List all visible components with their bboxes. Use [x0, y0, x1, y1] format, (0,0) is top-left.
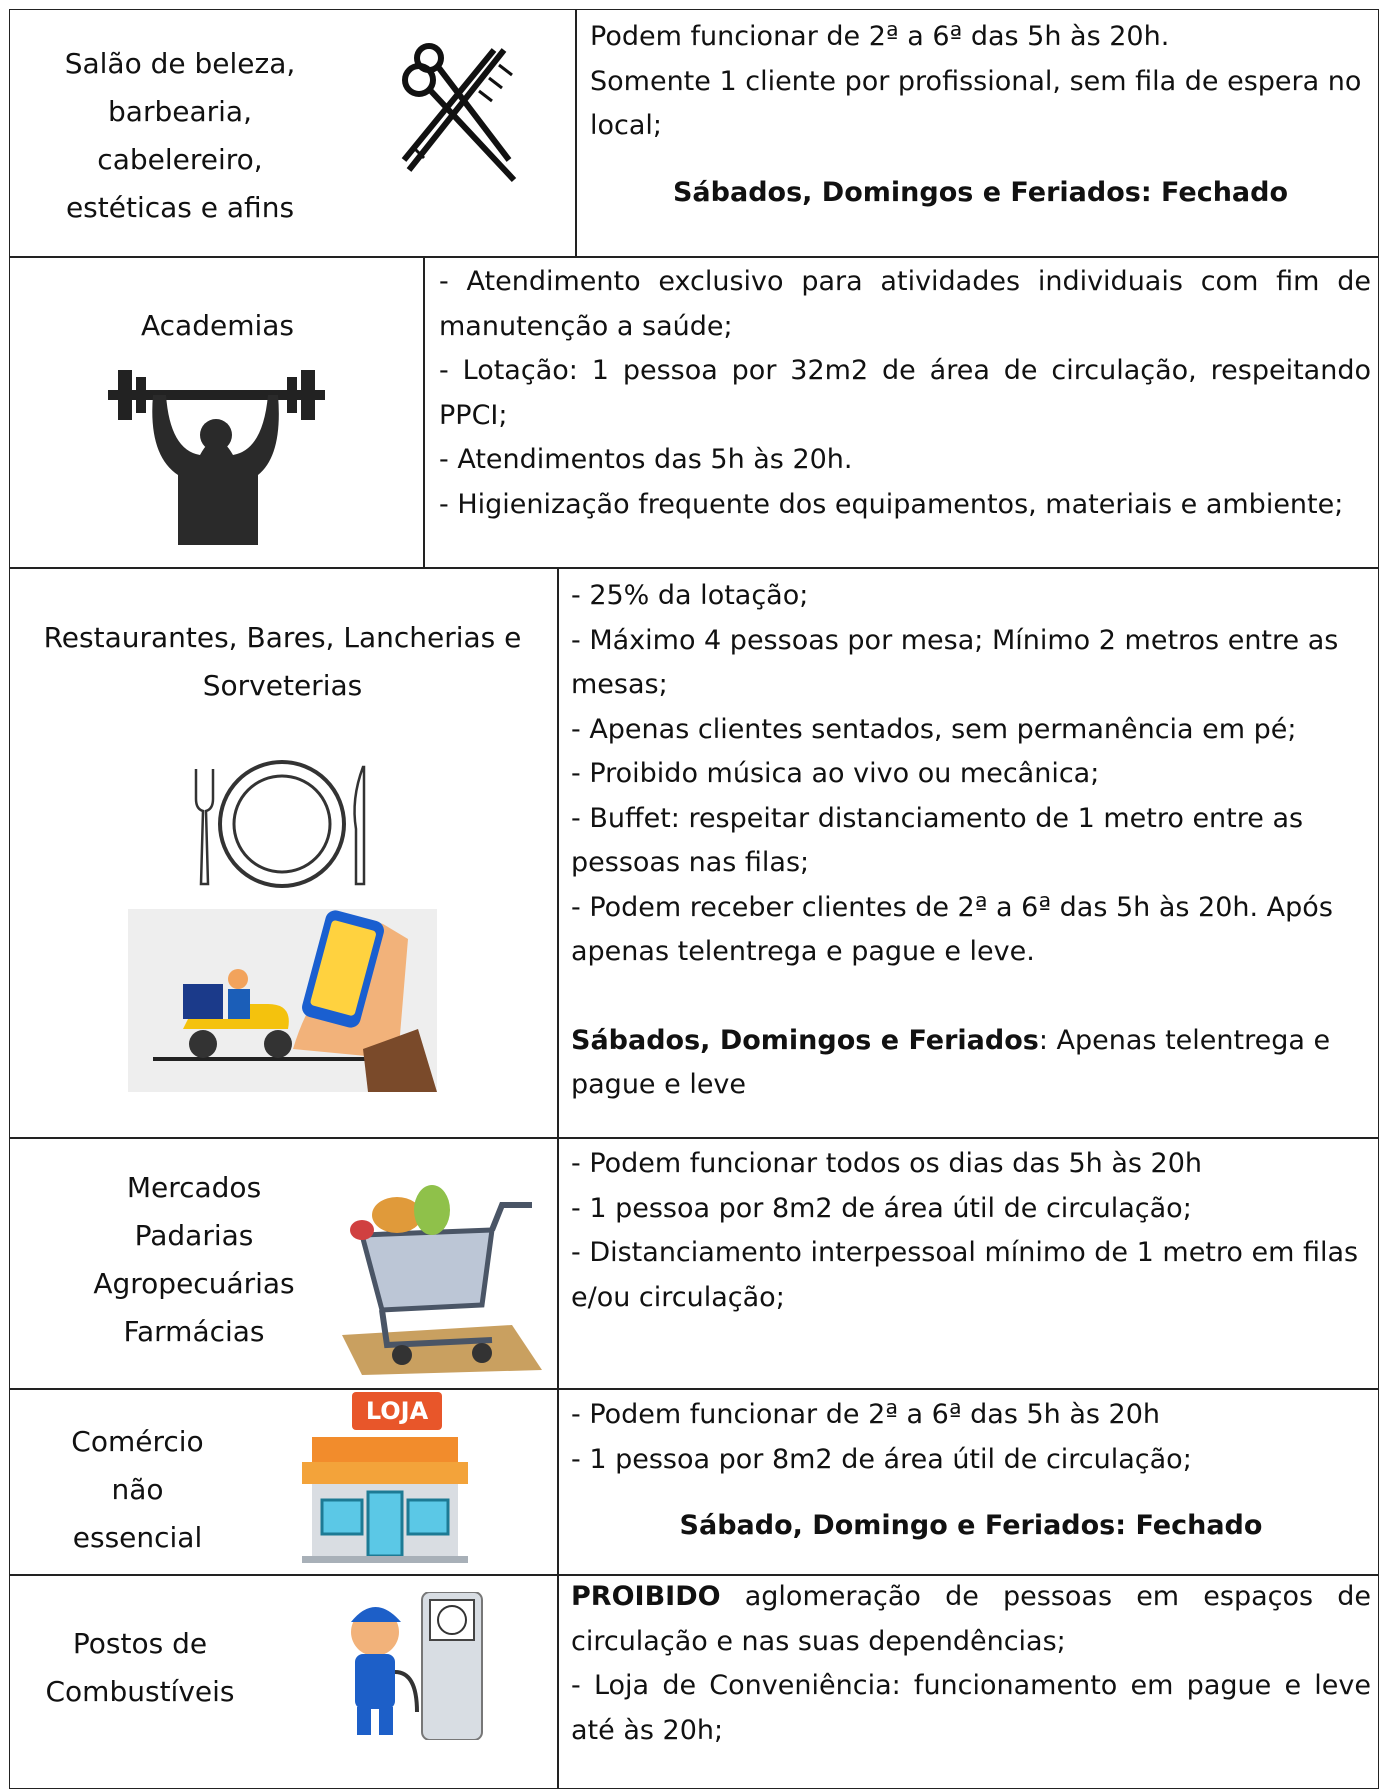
text: - Máximo 4 pessoas por mesa; Mínimo 2 me…	[571, 624, 1339, 701]
label-cell	[9, 568, 558, 1138]
paragraph: - Buffet: respeitar distanciamento de 1 …	[571, 797, 1371, 886]
paragraph: - Apenas clientes sentados, sem permanên…	[571, 708, 1371, 753]
plate-icon	[194, 760, 366, 888]
paragraph: - 1 pessoa por 8m2 de área útil de circu…	[571, 1438, 1371, 1483]
label-line: Mercados	[126, 1171, 262, 1204]
text: - Loja de Conveniência: funcionamento em…	[571, 1670, 1371, 1746]
label-line: estéticas e afins	[65, 191, 295, 224]
label-line: Comércio	[71, 1425, 204, 1458]
paragraph: - Atendimento exclusivo para atividades …	[439, 260, 1371, 349]
text: - Atendimento exclusivo para atividades …	[439, 266, 1371, 342]
label-line: essencial	[72, 1521, 203, 1554]
row-content: - Podem funcionar de 2ª a 6ª das 5h às 2…	[571, 1393, 1371, 1549]
paragraph: Podem funcionar de 2ª a 6ª das 5h às 20h…	[590, 15, 1371, 60]
row-label: Postos de Combustíveis	[30, 1620, 250, 1716]
paragraph: Sábado, Domingo e Feriados: Fechado	[679, 1510, 1263, 1541]
row-content: - Podem funcionar todos os dias das 5h à…	[571, 1142, 1371, 1320]
paragraph: - Lotação: 1 pessoa por 32m2 de área de …	[439, 349, 1371, 438]
paragraph: PROIBIDO aglomeração de pessoas em espaç…	[571, 1575, 1371, 1664]
paragraph: - Atendimentos das 5h às 20h.	[439, 438, 1371, 483]
text: - Distanciamento interpessoal mínimo de …	[571, 1237, 1359, 1313]
row-content: - Atendimento exclusivo para atividades …	[439, 260, 1371, 527]
label-cell	[9, 9, 576, 257]
label-line: Agropecuárias	[93, 1267, 295, 1300]
paragraph: - 25% da lotação;	[571, 574, 1371, 619]
paragraph: - Loja de Conveniência: funcionamento em…	[571, 1664, 1371, 1753]
label-line: Padarias	[134, 1219, 254, 1252]
bold-text: PROIBIDO	[571, 1581, 721, 1612]
row-label: Comércio não essencial	[50, 1418, 225, 1562]
text: Somente 1 cliente por profissional, sem …	[590, 65, 1362, 142]
row-content: Podem funcionar de 2ª a 6ª das 5h às 20h…	[590, 15, 1371, 215]
text: - 1 pessoa por 8m2 de área útil de circu…	[571, 1192, 1192, 1224]
gym-icon	[108, 370, 325, 545]
paragraph: Sábados, Domingos e Feriados: Apenas tel…	[571, 1019, 1371, 1108]
label-line: cabelereiro,	[97, 143, 263, 176]
delivery-icon	[128, 909, 437, 1092]
paragraph: - Proibido música ao vivo ou mecânica;	[571, 752, 1371, 797]
text: - Higienização frequente dos equipamento…	[439, 488, 1344, 520]
paragraph: Somente 1 cliente por profissional, sem …	[590, 60, 1371, 149]
row-label: Academias	[60, 302, 375, 350]
text: aglomeração de pessoas em espaços de cir…	[571, 1581, 1371, 1657]
content-cell	[576, 9, 1379, 257]
text: Podem funcionar de 2ª a 6ª das 5h às 20h…	[590, 21, 1170, 52]
paragraph: - 1 pessoa por 8m2 de área útil de circu…	[571, 1187, 1371, 1232]
paragraph: - Máximo 4 pessoas por mesa; Mínimo 2 me…	[571, 619, 1371, 708]
bold-text: Sábados, Domingos e Feriados	[571, 1024, 1039, 1056]
text: - Atendimentos das 5h às 20h.	[439, 444, 853, 475]
row-label: Mercados Padarias Agropecuárias Farmácias	[60, 1164, 328, 1356]
content-cell	[558, 568, 1379, 1138]
text: - Proibido música ao vivo ou mecânica;	[571, 758, 1100, 789]
cart-icon	[342, 1185, 542, 1375]
paragraph: - Podem receber clientes de 2ª a 6ª das …	[571, 886, 1371, 975]
row-content: PROIBIDO aglomeração de pessoas em espaç…	[571, 1575, 1371, 1753]
label-line: barbearia,	[108, 95, 252, 128]
text: - 25% da lotação;	[571, 580, 809, 611]
label-line: Postos de	[72, 1627, 208, 1660]
gas-attendant-icon	[351, 1592, 483, 1740]
text: - Buffet: respeitar distanciamento de 1 …	[571, 802, 1304, 879]
label-line: Combustíveis	[45, 1675, 235, 1708]
paragraph: - Podem funcionar todos os dias das 5h à…	[571, 1142, 1371, 1187]
content-cell	[424, 257, 1379, 568]
content-cell	[558, 1138, 1379, 1389]
store-icon: LOJA	[302, 1392, 468, 1563]
row-content: - 25% da lotação; - Máximo 4 pessoas por …	[571, 574, 1371, 1108]
label-cell	[9, 257, 424, 568]
paragraph: - Higienização frequente dos equipamento…	[439, 483, 1371, 528]
text: - Lotação: 1 pessoa por 32m2 de área de …	[439, 355, 1371, 431]
label-cell	[9, 1389, 558, 1575]
paragraph: Sábados, Domingos e Feriados: Fechado	[672, 176, 1289, 208]
text: - Apenas clientes sentados, sem permanên…	[571, 713, 1297, 745]
text: : Apenas telentrega e pague e leve	[571, 1024, 1331, 1101]
row-label: Restaurantes, Bares, Lancherias e Sorvet…	[20, 614, 545, 710]
text: - Podem receber clientes de 2ª a 6ª das …	[571, 891, 1333, 968]
content-cell	[558, 1389, 1379, 1575]
paragraph: - Podem funcionar de 2ª a 6ª das 5h às 2…	[571, 1393, 1371, 1438]
label-cell	[9, 1138, 558, 1389]
scissors-icon	[401, 43, 517, 183]
label-line: Salão de beleza,	[64, 47, 296, 80]
label-line: Academias	[140, 309, 294, 342]
text: - Podem funcionar de 2ª a 6ª das 5h às 2…	[571, 1399, 1161, 1430]
text: - Podem funcionar todos os dias das 5h à…	[571, 1148, 1203, 1179]
text: - 1 pessoa por 8m2 de área útil de circu…	[571, 1443, 1192, 1475]
svg-text:LOJA: LOJA	[366, 1397, 429, 1425]
row-label: Salão de beleza, barbearia, cabelereiro, es…	[20, 40, 340, 232]
label-line: Farmácias	[123, 1315, 265, 1348]
paragraph: - Distanciamento interpessoal mínimo de …	[571, 1231, 1371, 1320]
label-line: Restaurantes, Bares, Lancherias e Sorvet…	[43, 621, 522, 702]
label-line: não	[111, 1473, 164, 1506]
